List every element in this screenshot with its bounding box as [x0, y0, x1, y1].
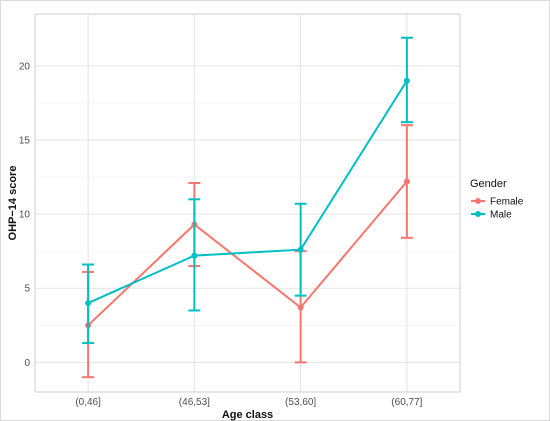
series — [82, 36, 413, 379]
y-axis-title: OHP−14 score — [7, 166, 19, 241]
x-axis-title: Age class — [222, 409, 273, 421]
x-axis-ticks: (0,46] (46,53] (53,60] (60,77] — [75, 397, 422, 408]
legend-title: Gender — [470, 178, 507, 190]
y-axis-ticks: 0 5 10 15 20 — [19, 61, 31, 368]
plot-panel — [34, 13, 461, 393]
y-tick-label: 0 — [24, 358, 30, 369]
grid — [35, 14, 460, 392]
series-male — [82, 36, 413, 345]
legend-key-point-female — [475, 198, 481, 204]
y-tick-label: 20 — [19, 61, 31, 72]
legend-item-female: Female — [471, 197, 524, 208]
y-tick-label: 10 — [19, 210, 31, 221]
point-female — [403, 178, 410, 185]
line-female — [87, 180, 408, 327]
point-male — [85, 300, 92, 307]
legend-key-point-male — [475, 211, 481, 217]
x-tick-label: (60,77] — [391, 397, 422, 408]
legend-label-female: Female — [490, 197, 524, 208]
point-male — [297, 246, 304, 253]
y-tick-label: 15 — [19, 136, 31, 147]
y-tick-label: 5 — [24, 284, 30, 295]
x-tick-label: (0,46] — [75, 397, 101, 408]
legend-item-male: Male — [471, 210, 512, 221]
line-male — [87, 80, 408, 304]
legend-label-male: Male — [490, 210, 512, 221]
point-female — [297, 304, 304, 311]
legend-items: Female Male — [471, 197, 524, 221]
legend: Gender Female Male — [470, 178, 524, 221]
point-male — [403, 77, 410, 84]
x-tick-label: (53,60] — [285, 397, 316, 408]
x-tick-label: (46,53] — [179, 397, 210, 408]
point-male — [191, 252, 198, 259]
